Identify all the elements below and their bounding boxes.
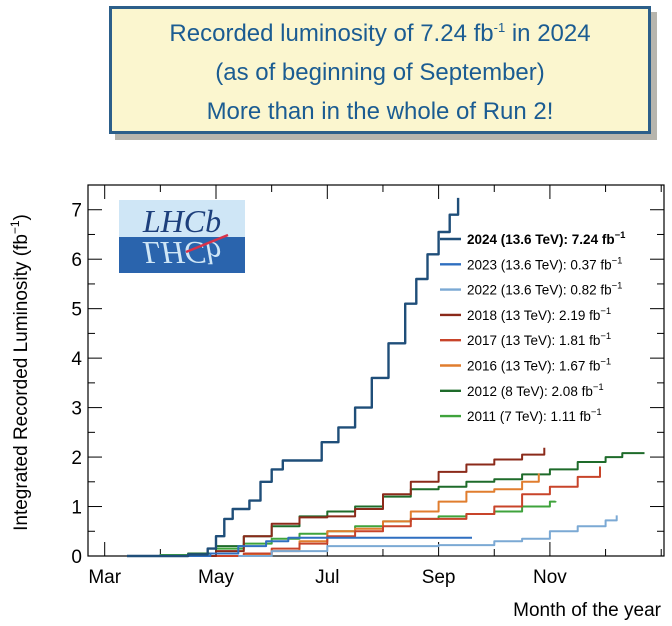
series-line xyxy=(182,536,472,557)
series-line xyxy=(127,197,460,558)
info-banner: Recorded luminosity of 7.24 fb-1 in 2024… xyxy=(109,6,651,134)
x-axis-label: Month of the year xyxy=(513,600,662,621)
y-tick-label: 0 xyxy=(71,547,82,568)
y-tick-label: 6 xyxy=(71,250,82,271)
legend-entry: 2023 (13.6 TeV): 0.37 fb−1 xyxy=(467,255,622,272)
y-tick-label: 1 xyxy=(71,498,82,519)
series-line xyxy=(138,500,557,557)
series-line xyxy=(238,515,618,557)
banner-line-3: More than in the whole of Run 2! xyxy=(206,98,554,125)
logo-text-reflection: LHCb xyxy=(142,235,221,271)
x-tick-label: Sep xyxy=(422,567,456,588)
legend-entry: 2012 (8 TeV): 2.08 fb−1 xyxy=(467,382,604,399)
y-axis-label: Integrated Recorded Luminosity (fb−1) xyxy=(8,214,32,531)
banner-line-2: (as of beginning of September) xyxy=(215,59,545,86)
x-tick-label: May xyxy=(198,567,234,588)
logo-slash xyxy=(185,233,229,254)
plot-frame xyxy=(87,184,665,557)
logo-top-band xyxy=(119,200,245,237)
banner-line-1-superscript: -1 xyxy=(493,20,506,35)
banner-line-1-text: Recorded luminosity of 7.24 fb xyxy=(169,20,494,47)
lhcb-logo: LHCb LHCb xyxy=(119,200,245,273)
series-line xyxy=(160,452,645,557)
legend-entry: 2018 (13 TeV): 2.19 fb−1 xyxy=(467,306,611,323)
logo-bottom-band xyxy=(119,237,245,273)
legend-entry: 2011 (7 TeV): 1.11 fb−1 xyxy=(467,407,602,424)
y-tick-label: 4 xyxy=(71,349,82,370)
legend-entry: 2022 (13.6 TeV): 0.82 fb−1 xyxy=(467,281,622,298)
y-tick-label: 7 xyxy=(71,201,82,222)
x-tick-label: Nov xyxy=(533,567,567,588)
logo-text: LHCb xyxy=(142,203,221,239)
legend-entry: 2017 (13 TeV): 1.81 fb−1 xyxy=(467,331,611,348)
y-tick-label: 5 xyxy=(71,300,82,321)
series-line xyxy=(188,447,546,557)
y-tick-label: 2 xyxy=(71,448,82,469)
banner-line-1: Recorded luminosity of 7.24 fb-1 in 2024 xyxy=(112,14,648,53)
banner-line-1-suffix: in 2024 xyxy=(505,20,591,47)
legend: 2024 (13.6 TeV): 7.24 fb−1 2023 (13.6 TeV… xyxy=(440,230,626,424)
legend-entry: 2016 (13 TeV): 1.67 fb−1 xyxy=(467,357,611,374)
series-line xyxy=(216,466,601,557)
legend-entry: 2024 (13.6 TeV): 7.24 fb−1 xyxy=(467,230,626,247)
x-tick-label: Jul xyxy=(315,567,339,588)
x-tick-label: Mar xyxy=(88,567,121,588)
y-tick-label: 3 xyxy=(71,399,82,420)
